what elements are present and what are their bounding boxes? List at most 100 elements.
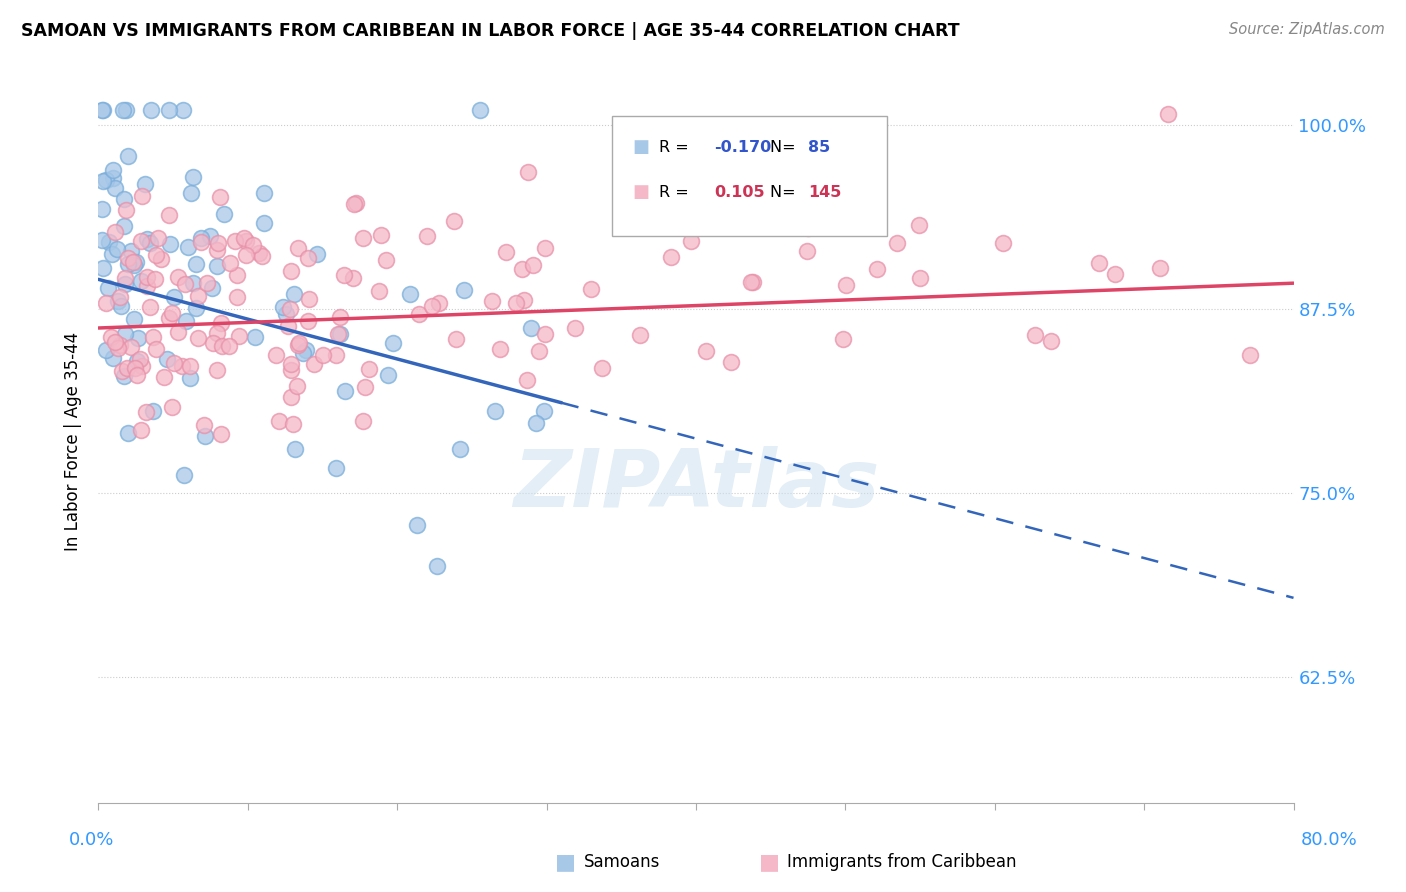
- Point: [180, 186, 202, 200]
- Point: [333, 268, 356, 283]
- Point: [865, 262, 887, 277]
- Point: [264, 348, 287, 362]
- Point: [298, 292, 321, 306]
- Point: [295, 343, 318, 357]
- Point: [205, 363, 228, 377]
- Point: [186, 301, 208, 315]
- Point: [91, 174, 114, 188]
- Point: [302, 358, 325, 372]
- Point: [312, 348, 335, 362]
- Point: [527, 344, 550, 359]
- Point: [143, 272, 166, 286]
- Text: ■: ■: [759, 852, 780, 871]
- Point: [194, 429, 217, 443]
- Point: [420, 299, 443, 313]
- Point: [111, 103, 134, 117]
- Point: [135, 404, 157, 418]
- Point: [150, 252, 173, 267]
- Point: [329, 327, 352, 342]
- Point: [252, 249, 274, 263]
- Point: [176, 240, 198, 254]
- Point: [342, 270, 364, 285]
- Point: [1040, 334, 1063, 348]
- Point: [218, 256, 240, 270]
- Point: [628, 328, 651, 343]
- Point: [129, 274, 152, 288]
- Point: [91, 202, 114, 216]
- Point: [516, 373, 538, 387]
- Point: [159, 237, 181, 252]
- Text: 0.0%: 0.0%: [69, 831, 114, 849]
- Text: ZIPAtlas: ZIPAtlas: [513, 446, 879, 524]
- Point: [136, 232, 159, 246]
- Point: [186, 257, 208, 271]
- Point: [495, 245, 517, 260]
- Point: [218, 339, 240, 353]
- Point: [1104, 267, 1126, 281]
- Point: [741, 275, 763, 289]
- Point: [505, 295, 527, 310]
- Point: [377, 368, 399, 382]
- Point: [157, 208, 180, 222]
- Point: [173, 467, 195, 482]
- Point: [720, 354, 742, 368]
- Point: [513, 293, 536, 307]
- Point: [190, 235, 212, 249]
- Point: [426, 559, 449, 574]
- Point: [205, 259, 228, 273]
- Point: [111, 364, 134, 378]
- Point: [1088, 255, 1111, 269]
- Point: [163, 290, 186, 304]
- Point: [278, 301, 301, 316]
- Point: [121, 254, 143, 268]
- Text: Immigrants from Caribbean: Immigrants from Caribbean: [787, 853, 1017, 871]
- Point: [117, 251, 139, 265]
- Point: [96, 296, 118, 310]
- Point: [195, 277, 218, 291]
- Point: [1239, 348, 1261, 362]
- Point: [138, 300, 160, 314]
- Point: [252, 217, 274, 231]
- Point: [101, 170, 124, 185]
- Point: [122, 311, 145, 326]
- Point: [280, 363, 302, 377]
- Point: [333, 384, 356, 398]
- Point: [117, 257, 139, 271]
- Point: [91, 260, 114, 275]
- Point: [510, 262, 533, 277]
- Point: [127, 331, 149, 345]
- Point: [122, 258, 145, 272]
- Point: [131, 359, 153, 373]
- Point: [108, 337, 131, 351]
- Text: Source: ZipAtlas.com: Source: ZipAtlas.com: [1229, 22, 1385, 37]
- Point: [101, 247, 124, 261]
- Point: [181, 277, 204, 291]
- Point: [406, 517, 429, 532]
- Point: [368, 284, 391, 298]
- Point: [534, 240, 557, 254]
- Point: [287, 338, 309, 352]
- Point: [174, 277, 197, 292]
- Point: [112, 219, 135, 234]
- Point: [666, 205, 689, 219]
- Point: [104, 181, 127, 195]
- Point: [179, 371, 201, 385]
- Text: 145: 145: [808, 185, 842, 200]
- Point: [135, 279, 157, 293]
- Point: [205, 326, 228, 340]
- Point: [533, 326, 555, 341]
- Point: [280, 390, 302, 404]
- Point: [288, 336, 311, 351]
- Point: [325, 461, 347, 475]
- Point: [453, 283, 475, 297]
- Point: [287, 241, 309, 255]
- Point: [232, 231, 254, 245]
- Point: [172, 103, 194, 117]
- Point: [201, 336, 224, 351]
- Point: [907, 218, 929, 232]
- Point: [382, 335, 405, 350]
- Point: [427, 296, 450, 310]
- Point: [166, 269, 188, 284]
- Point: [489, 343, 512, 357]
- Point: [370, 228, 392, 243]
